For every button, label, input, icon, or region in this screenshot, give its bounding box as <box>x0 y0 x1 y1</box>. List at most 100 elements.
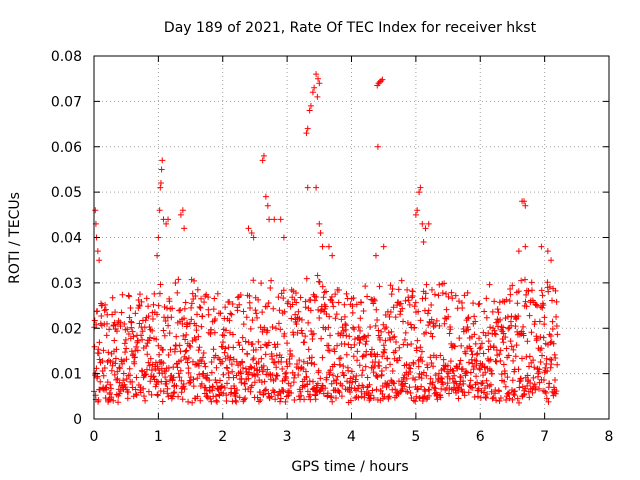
data-point <box>348 368 355 375</box>
data-point <box>182 348 189 355</box>
data-point <box>275 294 282 301</box>
data-point <box>281 308 288 315</box>
data-point <box>172 342 179 349</box>
data-point <box>128 319 135 326</box>
data-point <box>544 279 551 286</box>
data-point <box>387 361 394 368</box>
data-point <box>155 234 162 241</box>
data-point <box>157 184 164 191</box>
data-point <box>502 334 509 341</box>
data-point <box>335 299 342 306</box>
data-point <box>160 388 167 395</box>
data-point <box>534 302 541 309</box>
data-point <box>239 346 246 353</box>
data-point <box>178 377 185 384</box>
data-point <box>399 305 406 312</box>
data-point <box>410 360 417 367</box>
data-point <box>245 225 252 232</box>
data-point <box>182 355 189 362</box>
data-point <box>122 349 129 356</box>
data-point <box>353 372 360 379</box>
data-point <box>355 394 362 401</box>
data-point <box>514 395 521 402</box>
data-point <box>374 374 381 381</box>
data-point <box>123 356 130 363</box>
data-point <box>423 281 430 288</box>
data-point <box>327 332 334 339</box>
data-point <box>416 189 423 196</box>
data-point <box>328 393 335 400</box>
data-point <box>317 307 324 314</box>
data-point <box>148 367 155 374</box>
data-point <box>138 298 145 305</box>
data-point <box>143 295 150 302</box>
data-point <box>345 367 352 374</box>
data-point <box>150 301 157 308</box>
data-point <box>489 395 496 402</box>
data-point <box>417 184 424 191</box>
data-point <box>103 384 110 391</box>
data-point <box>283 358 290 365</box>
data-point <box>488 388 495 395</box>
data-point <box>464 324 471 331</box>
data-point <box>181 386 188 393</box>
data-point <box>485 346 492 353</box>
data-point <box>465 326 472 333</box>
data-point <box>428 286 435 293</box>
data-point <box>302 368 309 375</box>
data-point <box>508 343 515 350</box>
data-point <box>200 370 207 377</box>
data-point <box>404 388 411 395</box>
data-point <box>279 365 286 372</box>
data-point <box>425 220 432 227</box>
data-point <box>381 349 388 356</box>
data-point <box>212 316 219 323</box>
data-point <box>165 216 172 223</box>
data-point <box>488 367 495 374</box>
data-point <box>490 343 497 350</box>
data-point <box>503 396 510 403</box>
data-point <box>102 306 109 313</box>
data-point <box>450 367 457 374</box>
data-point <box>368 351 375 358</box>
data-point <box>260 391 267 398</box>
data-point <box>148 391 155 398</box>
data-point <box>103 320 110 327</box>
data-point <box>380 342 387 349</box>
data-point <box>285 392 292 399</box>
y-tick-label: 0.06 <box>51 140 82 156</box>
data-point <box>472 340 479 347</box>
data-point <box>339 324 346 331</box>
data-point <box>453 380 460 387</box>
data-point <box>429 333 436 340</box>
data-point <box>330 303 337 310</box>
data-point <box>301 339 308 346</box>
data-point <box>430 363 437 370</box>
data-point <box>120 370 127 377</box>
x-axis-label: GPS time / hours <box>291 459 408 475</box>
data-point <box>322 385 329 392</box>
data-point <box>222 327 229 334</box>
data-point <box>476 345 483 352</box>
data-point <box>164 305 171 312</box>
data-point <box>374 351 381 358</box>
data-point <box>336 389 343 396</box>
data-point <box>246 299 253 306</box>
data-point <box>113 328 120 335</box>
data-point <box>302 298 309 305</box>
data-point <box>539 304 546 311</box>
data-point <box>181 315 188 322</box>
data-point <box>471 394 478 401</box>
data-point <box>155 302 162 309</box>
data-point <box>329 299 336 306</box>
data-point <box>177 367 184 374</box>
data-point <box>526 394 533 401</box>
data-point <box>283 369 290 376</box>
data-point <box>266 216 273 223</box>
data-point <box>227 310 234 317</box>
data-point <box>179 396 186 403</box>
data-point <box>224 353 231 360</box>
data-point <box>497 347 504 354</box>
data-point <box>473 373 480 380</box>
data-point <box>295 372 302 379</box>
